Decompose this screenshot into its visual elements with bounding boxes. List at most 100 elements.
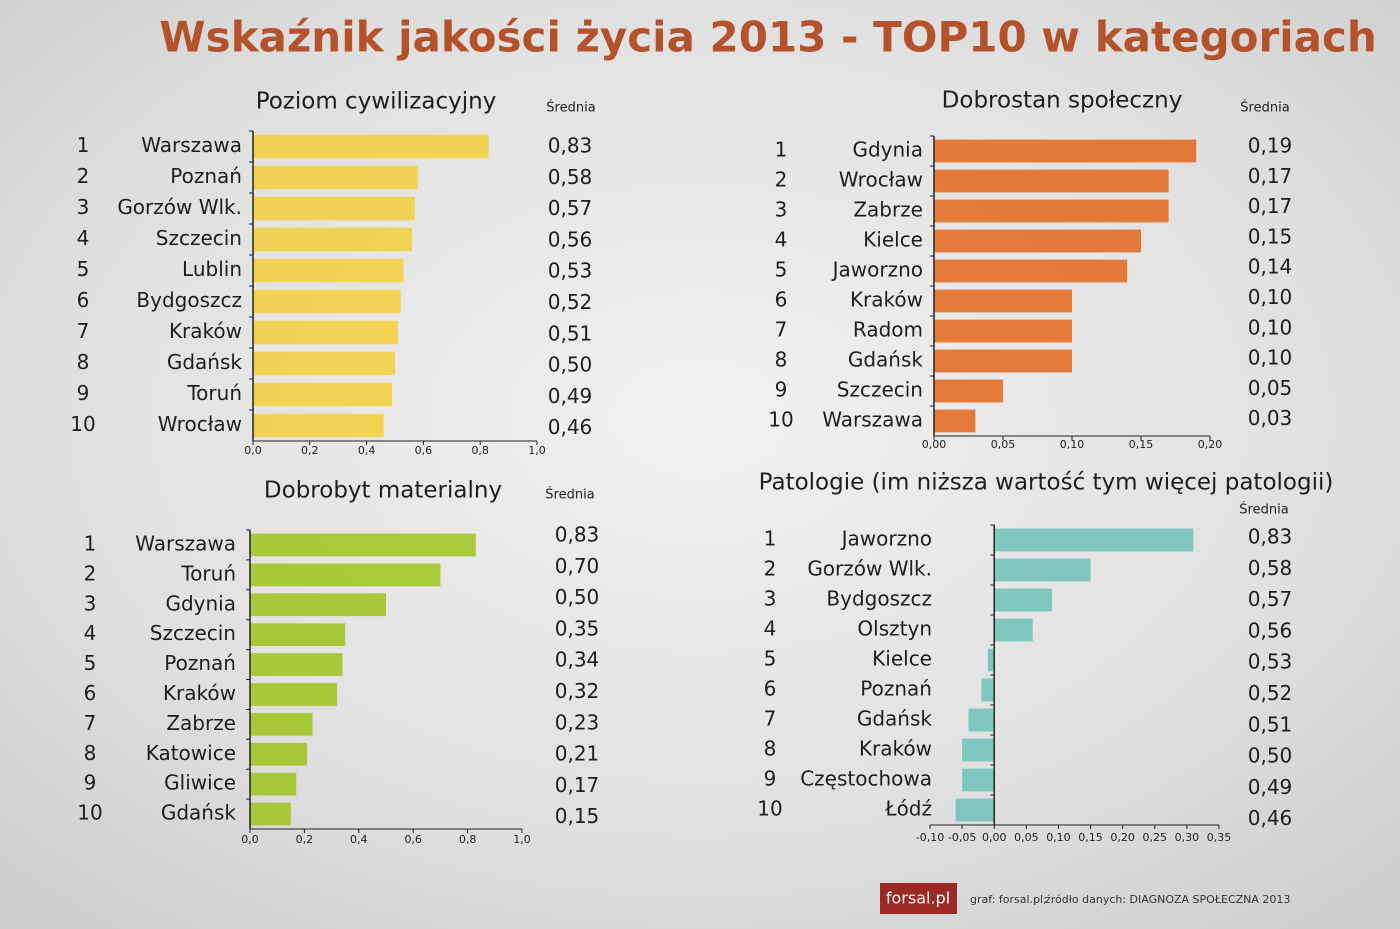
- bar: [250, 623, 346, 647]
- category-label: Gorzów Wlk.: [807, 557, 932, 581]
- rank-label: 8: [764, 737, 777, 761]
- category-label: Poznań: [170, 164, 242, 188]
- rank-label: 3: [775, 198, 788, 222]
- x-tick-label: 1,0: [513, 833, 531, 846]
- category-label: Warszawa: [141, 133, 242, 157]
- credit: graf: forsal.pl;: [970, 893, 1047, 906]
- bar: [934, 259, 1128, 283]
- x-tick-label: 0,8: [459, 833, 477, 846]
- column-header: Średnia: [546, 100, 595, 116]
- bar: [253, 413, 384, 438]
- rank-label: 9: [77, 381, 90, 405]
- bar: [955, 798, 995, 822]
- bar: [253, 351, 395, 376]
- category-label: Gorzów Wlk.: [117, 195, 242, 219]
- chart-title: Poziom cywilizacyjny: [256, 89, 497, 115]
- category-label: Olsztyn: [857, 617, 932, 641]
- x-tick-label: 1,0: [528, 444, 546, 457]
- column-header: Średnia: [1240, 100, 1289, 116]
- x-tick-label: 0,05: [991, 438, 1016, 451]
- main-title: Wskaźnik jakości życia 2013 - TOP10 w ka…: [159, 13, 1377, 62]
- rank-label: 10: [70, 412, 95, 436]
- value-label: 0,49: [548, 384, 593, 408]
- category-label: Poznań: [164, 651, 236, 675]
- category-label: Jaworzno: [831, 258, 923, 282]
- category-label: Kraków: [850, 288, 923, 312]
- value-label: 0,10: [1248, 346, 1293, 370]
- average-label: 0,46: [1248, 806, 1293, 830]
- chart-title: Patologie (im niższa wartość tym więcej …: [759, 470, 1334, 496]
- bar: [250, 772, 297, 796]
- x-tick-label: 0,00: [922, 438, 947, 451]
- rank-label: 4: [764, 617, 777, 641]
- bar: [250, 593, 386, 617]
- category-label: Kielce: [872, 647, 932, 671]
- rank-label: 3: [764, 587, 777, 611]
- logo-box: [880, 883, 957, 914]
- value-label: 0,17: [555, 773, 600, 797]
- bar: [253, 134, 489, 159]
- value-label: 0,57: [548, 196, 593, 220]
- value-label: 0,50: [555, 585, 600, 609]
- average-label: 0,51: [1248, 712, 1293, 736]
- x-tick-label: 0,4: [358, 444, 376, 457]
- value-label: 0,19: [1248, 134, 1293, 158]
- rank-label: 2: [775, 168, 788, 192]
- category-label: Gdańsk: [167, 350, 243, 374]
- value-label: 0,14: [1248, 255, 1293, 279]
- rank-label: 7: [77, 319, 90, 343]
- value-label: 0,50: [548, 353, 593, 377]
- rank-label: 6: [84, 681, 97, 705]
- value-label: 0,03: [1248, 406, 1293, 430]
- category-label: Kielce: [863, 228, 923, 252]
- x-tick-label: 0,15: [1078, 831, 1103, 844]
- x-tick-label: 0,10: [1060, 438, 1085, 451]
- bar: [994, 618, 1033, 642]
- rank-label: 7: [764, 707, 777, 731]
- bar: [994, 588, 1053, 612]
- source: źródło danych: DIAGNOZA SPOŁECZNA 2013: [1045, 893, 1290, 906]
- category-label: Wrocław: [839, 168, 923, 192]
- column-header: Średnia: [1239, 502, 1288, 518]
- category-label: Bydgoszcz: [136, 288, 242, 312]
- rank-label: 4: [84, 621, 97, 645]
- value-label: 0,10: [1248, 315, 1293, 339]
- value-label: 0,83: [548, 134, 593, 158]
- logo: forsal.pl: [886, 889, 950, 908]
- bar: [962, 738, 995, 762]
- rank-label: 6: [764, 677, 777, 701]
- x-tick-label: -0,05: [948, 831, 976, 844]
- x-tick-label: 0,15: [1129, 438, 1154, 451]
- bar: [253, 258, 404, 283]
- x-tick-label: 0,8: [471, 444, 489, 457]
- rank-label: 6: [77, 288, 90, 312]
- value-label: 0,70: [555, 554, 600, 578]
- value-label: 0,23: [555, 710, 600, 734]
- bar: [968, 708, 995, 732]
- category-label: Jaworzno: [840, 527, 932, 551]
- x-tick-label: 0,2: [301, 444, 319, 457]
- column-header: Średnia: [545, 487, 594, 503]
- bar: [934, 229, 1141, 253]
- rank-label: 4: [77, 226, 90, 250]
- category-label: Katowice: [146, 741, 236, 765]
- bar: [934, 169, 1169, 193]
- average-label: 0,58: [1248, 556, 1293, 580]
- rank-label: 10: [768, 408, 793, 432]
- value-label: 0,17: [1248, 194, 1293, 218]
- category-label: Gdynia: [852, 138, 923, 162]
- bar: [934, 289, 1072, 313]
- category-label: Szczecin: [837, 378, 923, 402]
- average-label: 0,52: [1248, 681, 1293, 705]
- bar: [981, 678, 995, 702]
- category-label: Łódź: [884, 797, 932, 821]
- bar: [250, 683, 338, 706]
- category-label: Poznań: [860, 677, 932, 701]
- bar: [934, 199, 1169, 223]
- rank-label: 8: [775, 348, 788, 372]
- rank-label: 6: [775, 288, 788, 312]
- category-label: Lublin: [182, 257, 242, 281]
- chart-title: Dobrobyt materialny: [264, 478, 502, 504]
- x-tick-label: 0,4: [350, 833, 368, 846]
